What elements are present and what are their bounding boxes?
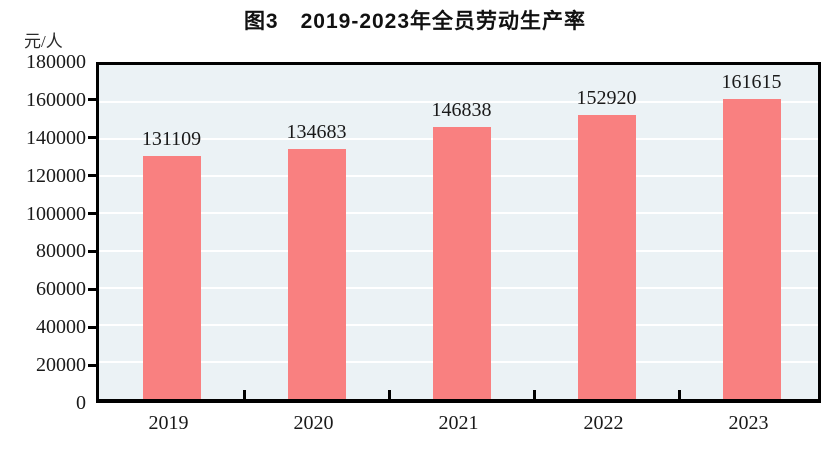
- y-axis-tick-mark: [88, 174, 96, 178]
- y-axis-tick-label: 100000: [26, 202, 86, 225]
- y-axis-tick-label: 180000: [26, 51, 86, 73]
- bar-value-label: 134683: [286, 121, 347, 144]
- x-axis-category-label: 2020: [293, 412, 334, 434]
- y-axis-tick-mark: [88, 363, 96, 367]
- y-axis-tick-mark: [88, 98, 96, 102]
- y-axis-tick-label: 160000: [26, 88, 86, 111]
- y-axis-tick-label: 140000: [26, 126, 86, 149]
- y-axis-tick-mark: [88, 136, 96, 140]
- bar: [287, 149, 346, 399]
- bar: [142, 155, 201, 399]
- chart-title: 图3 2019-2023年全员劳动生产率: [243, 10, 587, 33]
- bar-value-label: 152920: [576, 87, 637, 110]
- y-axis-tick-label: 0: [76, 392, 86, 414]
- x-axis-category-label: 2023: [728, 412, 769, 434]
- x-axis-category-label: 2022: [583, 412, 624, 434]
- bar-value-label: 131109: [141, 127, 202, 150]
- x-axis-category-label: 2019: [148, 412, 189, 434]
- y-axis-tick-mark: [88, 249, 96, 253]
- y-axis-tick-label: 80000: [36, 240, 86, 263]
- plot-area: 131109 134683 146838 152920 161615: [96, 62, 821, 403]
- bar-value-label: 161615: [721, 71, 782, 94]
- y-axis-tick-mark: [88, 287, 96, 291]
- x-axis-tick-mark: [532, 390, 536, 399]
- bar: [432, 126, 491, 399]
- x-axis-tick-mark: [677, 390, 681, 399]
- y-axis-tick-label: 60000: [36, 278, 86, 301]
- y-axis-unit-label: 元/人: [24, 32, 63, 51]
- y-axis-tick-label: 20000: [36, 354, 86, 377]
- gridline: [99, 101, 818, 104]
- x-axis-tick-mark: [242, 390, 246, 399]
- bar: [722, 99, 781, 399]
- y-axis-tick-mark: [88, 212, 96, 216]
- y-axis-tick-label: 40000: [36, 316, 86, 339]
- bar-value-label: 146838: [431, 98, 492, 121]
- x-axis-tick-mark: [387, 390, 391, 399]
- bar: [577, 115, 636, 399]
- x-axis-category-label: 2021: [438, 412, 479, 434]
- y-axis-tick-mark: [88, 325, 96, 329]
- y-axis-tick-label: 120000: [26, 164, 86, 187]
